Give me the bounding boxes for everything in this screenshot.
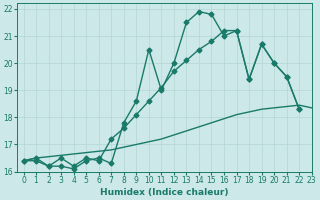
X-axis label: Humidex (Indice chaleur): Humidex (Indice chaleur): [100, 188, 229, 197]
